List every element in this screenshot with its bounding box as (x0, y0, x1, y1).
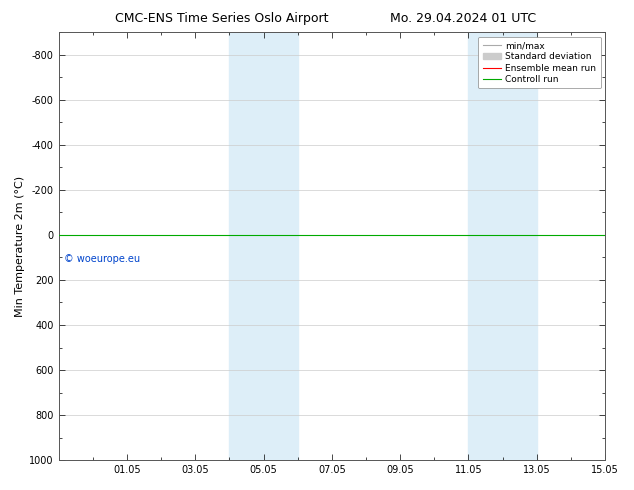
Bar (469, 32, 537, 460)
Y-axis label: Min Temperature 2m (°C): Min Temperature 2m (°C) (15, 175, 25, 317)
Text: © woeurope.eu: © woeurope.eu (64, 254, 140, 264)
Text: CMC-ENS Time Series Oslo Airport: CMC-ENS Time Series Oslo Airport (115, 12, 328, 25)
Legend: min/max, Standard deviation, Ensemble mean run, Controll run: min/max, Standard deviation, Ensemble me… (478, 37, 600, 89)
Text: Mo. 29.04.2024 01 UTC: Mo. 29.04.2024 01 UTC (390, 12, 536, 25)
Bar (230, 32, 298, 460)
